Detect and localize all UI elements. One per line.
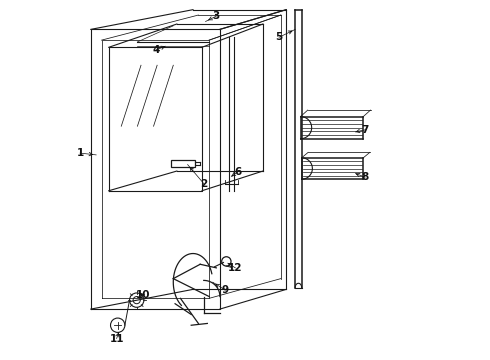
Text: 2: 2 [200,179,207,189]
Text: 11: 11 [109,333,124,343]
Text: 1: 1 [76,148,84,158]
Text: 3: 3 [213,11,220,21]
Text: 6: 6 [234,167,242,177]
Text: 5: 5 [275,32,283,42]
Text: 4: 4 [152,45,160,55]
Text: 7: 7 [362,125,369,135]
Text: 12: 12 [228,263,243,273]
Text: 8: 8 [362,172,369,182]
Text: 9: 9 [221,285,229,295]
FancyBboxPatch shape [172,159,195,167]
Text: 10: 10 [136,291,150,301]
